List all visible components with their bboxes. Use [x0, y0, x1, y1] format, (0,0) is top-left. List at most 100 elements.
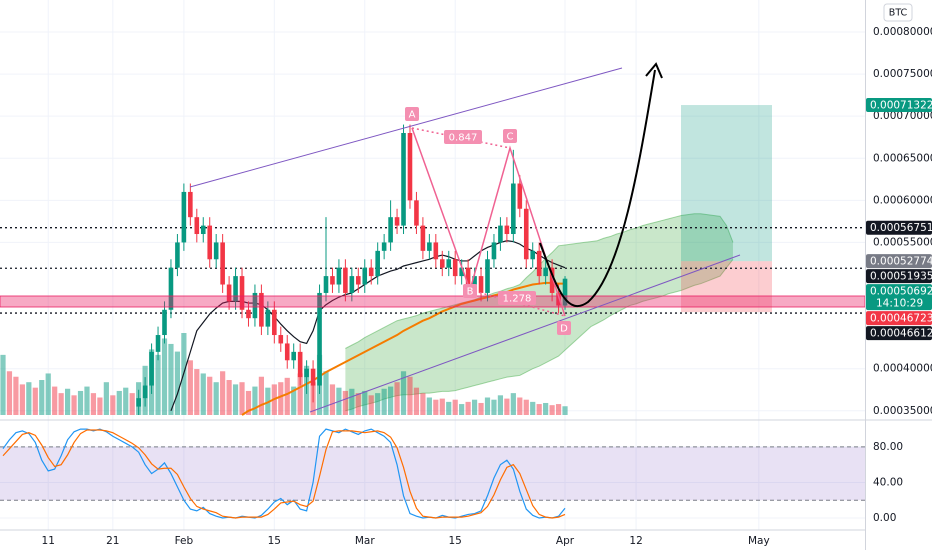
- volume-bar: [439, 398, 445, 415]
- candle-body: [291, 351, 296, 361]
- oscillator-pane: [0, 428, 865, 519]
- candle-body: [162, 309, 167, 336]
- candle-body: [233, 276, 238, 302]
- oscillator-tick-label: 80.00: [873, 441, 903, 453]
- volume-bar: [394, 382, 400, 415]
- volume-bar: [65, 388, 71, 415]
- candle-body: [220, 242, 225, 285]
- volume-bar: [52, 386, 58, 415]
- oscillator-band: [0, 446, 865, 501]
- candle-body: [213, 242, 219, 260]
- volume-bar: [400, 371, 407, 415]
- volume-bar: [213, 382, 219, 415]
- candle-body: [362, 267, 368, 285]
- x-tick-label: 12: [629, 535, 642, 547]
- candle-body: [433, 242, 439, 260]
- candle-body: [349, 276, 355, 293]
- grid: [0, 0, 865, 530]
- volume-bar: [407, 376, 413, 415]
- volume-bar: [543, 402, 549, 415]
- candle-body: [149, 351, 154, 386]
- volume-bar: [97, 397, 103, 415]
- price-badge: [866, 220, 932, 235]
- candle-body: [485, 259, 490, 293]
- x-tick-label: Mar: [355, 535, 375, 547]
- volume-bar: [174, 351, 181, 415]
- x-tick-label: 15: [449, 535, 462, 547]
- pattern-ratio-box: [498, 291, 536, 305]
- stop-zone: [681, 261, 772, 313]
- candle-body: [491, 242, 497, 260]
- volume-bar: [45, 373, 51, 415]
- volume-bar: [155, 354, 161, 415]
- volume-bar: [200, 373, 206, 415]
- candle-body: [517, 183, 523, 209]
- volume-bar: [413, 387, 420, 415]
- y-tick-label: 0.00055000: [873, 236, 932, 248]
- candle-body: [194, 217, 200, 235]
- y-tick-label: 0.00035000: [873, 405, 932, 417]
- candle-body: [523, 208, 529, 260]
- y-tick-label: 0.00060000: [873, 194, 932, 206]
- candle-body: [155, 335, 161, 352]
- volume-bar: [232, 384, 239, 415]
- candle-body: [259, 292, 264, 327]
- price-pane: [0, 105, 865, 416]
- x-tick-label: May: [748, 535, 770, 547]
- candle-body: [226, 284, 232, 302]
- candle-body: [375, 250, 380, 277]
- candle-body: [504, 225, 510, 235]
- candle-body: [265, 309, 271, 327]
- pattern-point: A: [409, 110, 416, 121]
- volume-bar: [465, 401, 471, 415]
- countdown-label: 14:10:29: [876, 298, 923, 310]
- oscillator-tick-label: 0.00: [873, 512, 896, 524]
- candle-body: [246, 309, 251, 319]
- projection-arrow: [539, 69, 656, 308]
- pattern-point: B: [467, 287, 474, 298]
- pattern-point: D: [560, 324, 568, 335]
- volume-bar: [77, 390, 84, 415]
- candle-body: [142, 385, 148, 399]
- candle-body: [368, 267, 374, 277]
- volume-bar: [226, 380, 232, 415]
- volume-bar: [32, 387, 38, 415]
- candle-body: [168, 267, 174, 310]
- volume-bar: [362, 390, 368, 415]
- drawings: A B C D 0.847 1.278: [0, 62, 865, 413]
- volume-bar: [187, 360, 193, 415]
- candle-body: [304, 368, 309, 378]
- volume-bar: [349, 388, 355, 415]
- volume-bar: [342, 390, 348, 415]
- trend-line-lower: [309, 254, 741, 413]
- candle-body: [536, 250, 542, 277]
- price-badge: [866, 254, 932, 269]
- candle-body: [420, 225, 426, 251]
- moving-average: [241, 281, 566, 416]
- candle-body: [394, 217, 400, 226]
- volume-bar: [116, 390, 122, 415]
- candle-body: [498, 225, 503, 243]
- candle-body: [272, 309, 277, 336]
- y-tick-label: 0.00065000: [873, 152, 932, 164]
- candle-body: [562, 278, 568, 306]
- candle-body: [381, 242, 387, 251]
- candle-body: [175, 242, 180, 268]
- candle-body: [330, 276, 335, 285]
- candle-body: [414, 200, 419, 226]
- volume-bar: [388, 386, 394, 415]
- volume-bar: [71, 395, 77, 415]
- y-tick-label: 0.00075000: [873, 68, 932, 80]
- volume-bar: [220, 371, 226, 415]
- volume-bar: [129, 393, 135, 415]
- candle-body: [181, 191, 187, 243]
- cloud-area: [345, 213, 733, 411]
- x-tick-label: 11: [42, 535, 55, 547]
- price-badge-label: 0.00071322: [870, 100, 932, 112]
- price-badge-label: 0.00046612: [870, 328, 932, 340]
- pattern-ratio: 0.847: [449, 133, 478, 144]
- currency-label: BTC: [889, 8, 908, 19]
- volume-bar: [323, 371, 329, 415]
- candle-body: [549, 267, 555, 293]
- candle-body: [427, 242, 432, 251]
